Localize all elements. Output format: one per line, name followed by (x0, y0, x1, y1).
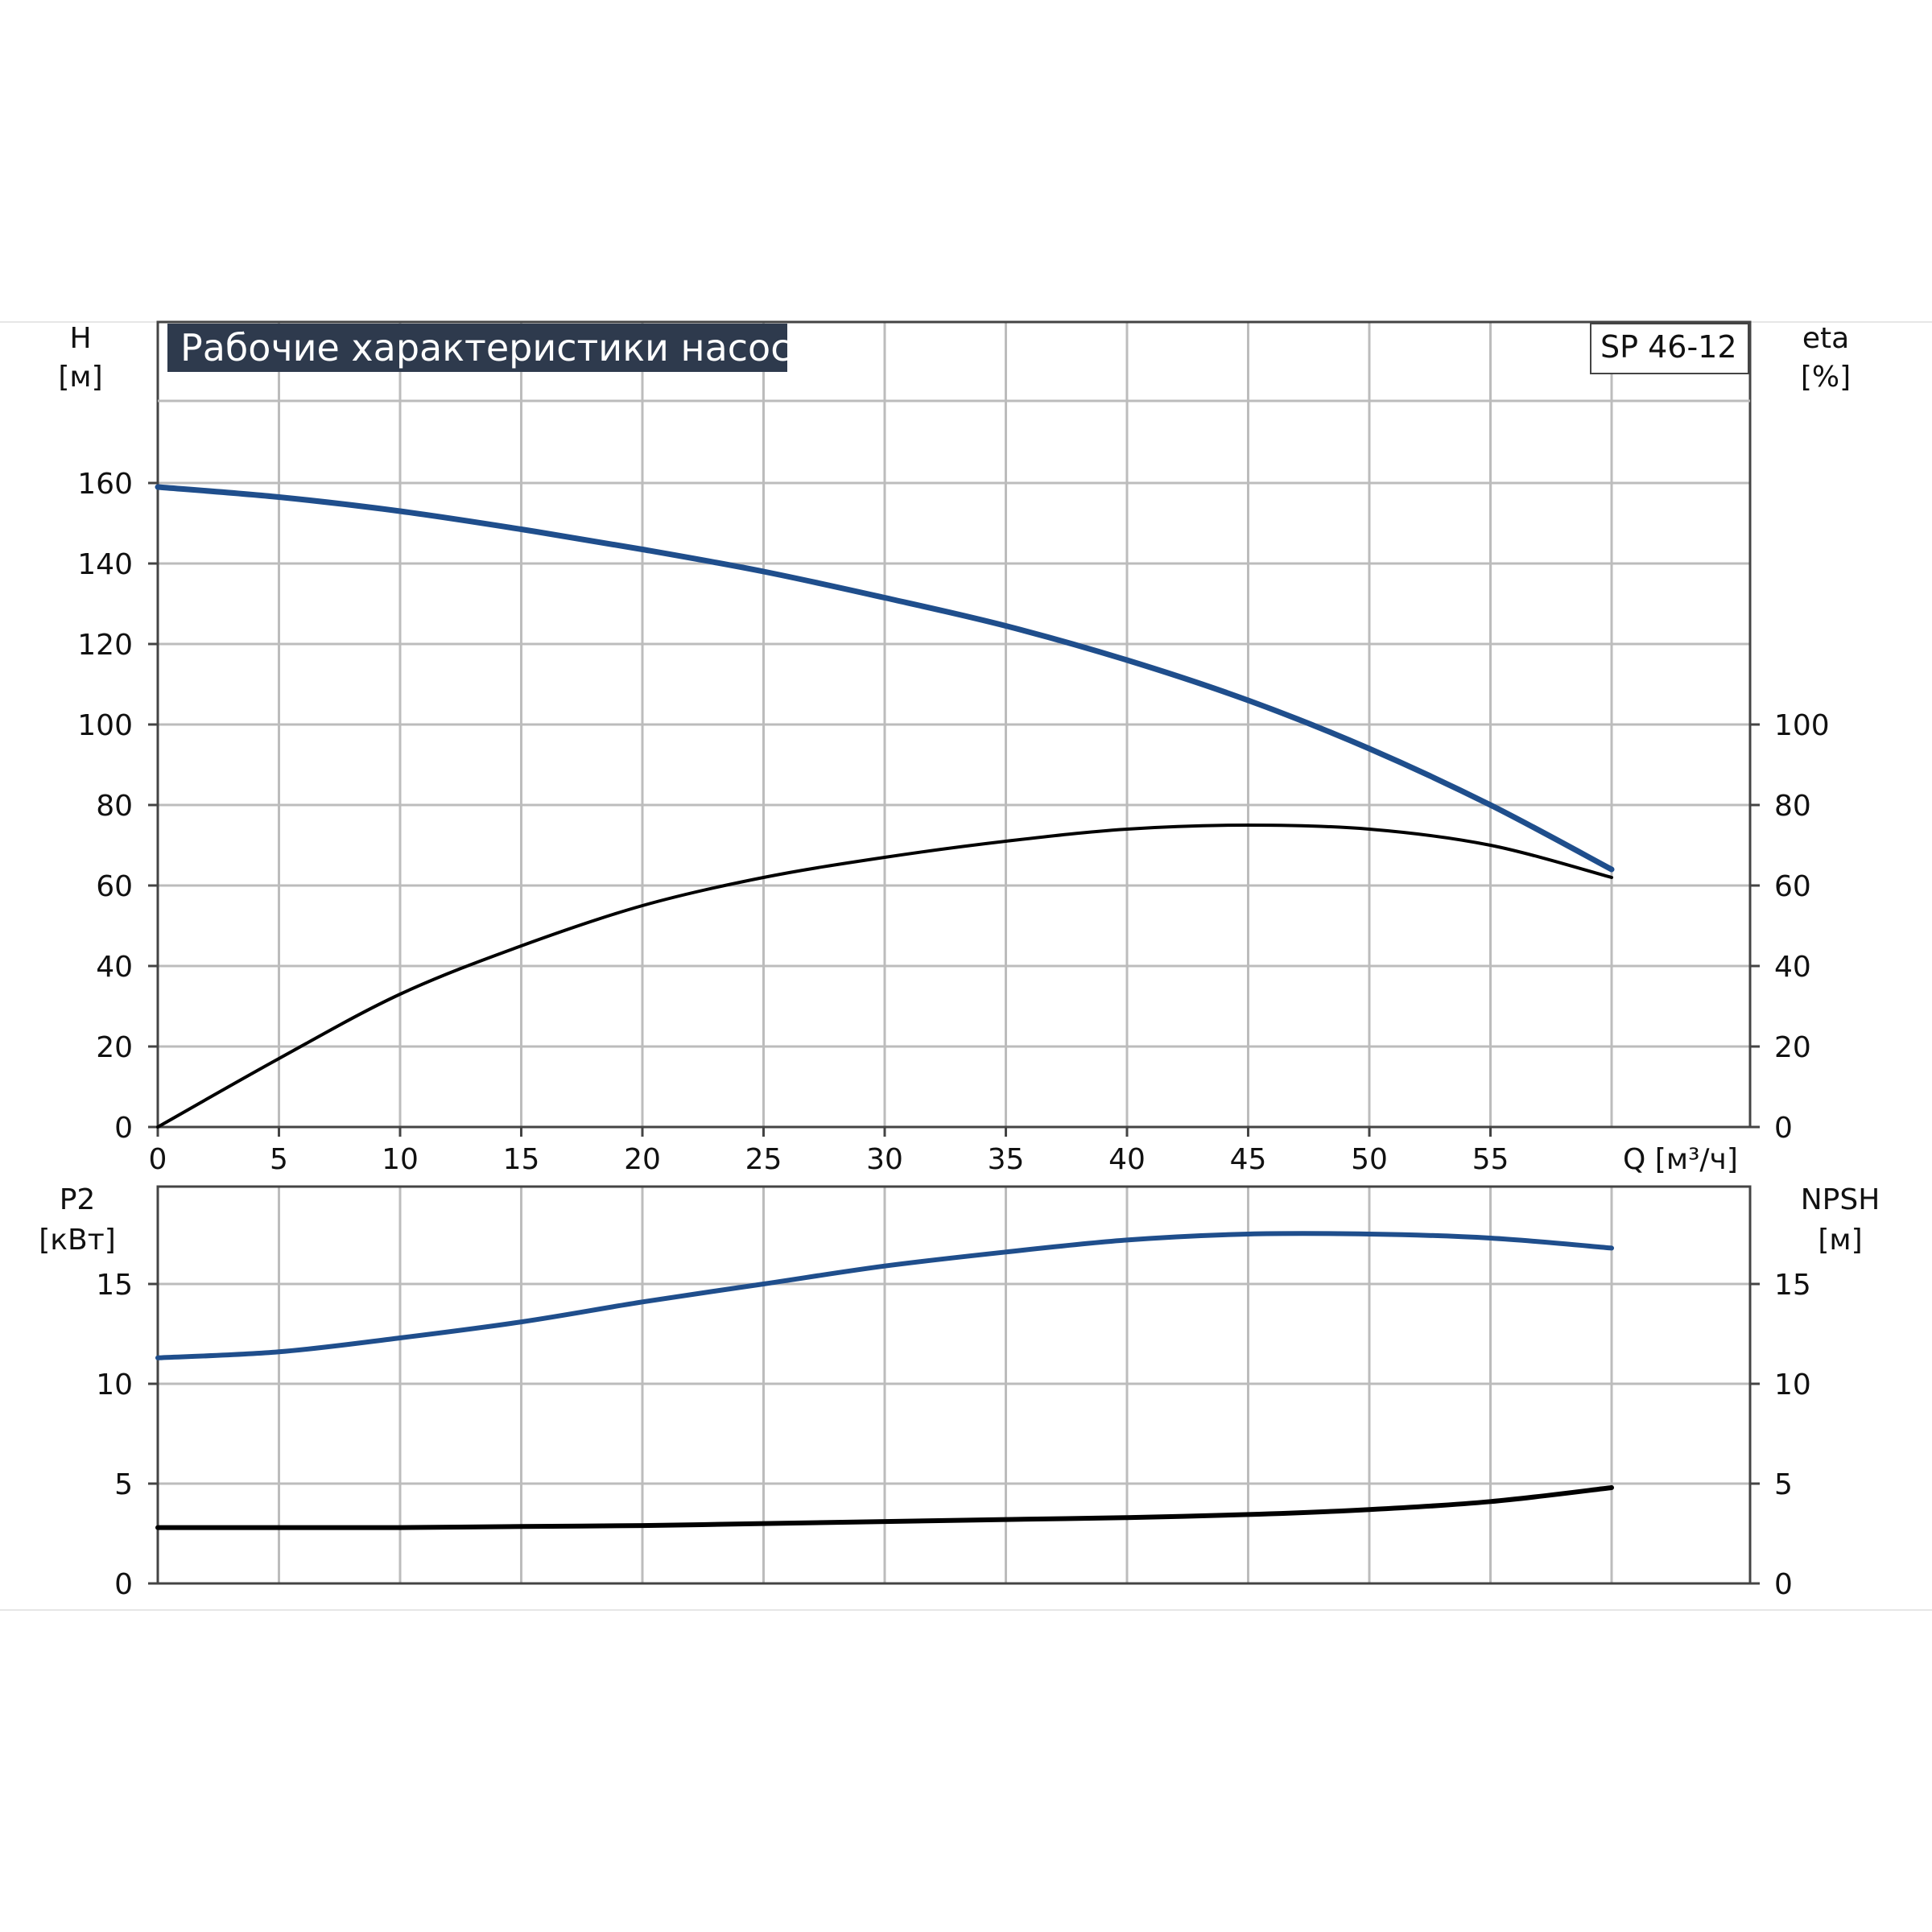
x-axis-tick-label: 20 (624, 1143, 661, 1176)
model-label: SP 46-12 (1600, 329, 1737, 365)
left-axis-tick-label: 5 (114, 1468, 133, 1501)
right-axis-tick-label: 0 (1774, 1112, 1793, 1145)
left-axis-tick-label: 10 (96, 1368, 133, 1402)
x-axis-tick-label: 0 (149, 1143, 167, 1176)
right-axis-tick-label: 15 (1774, 1269, 1811, 1302)
left-axis-tick-label: 160 (77, 468, 133, 501)
x-axis-tick-label: 5 (270, 1143, 288, 1176)
right-axis-tick-label: 40 (1774, 951, 1811, 984)
left-axis-tick-label: 60 (96, 870, 133, 903)
left-axis-tick-label: 15 (96, 1269, 133, 1302)
x-axis-tick-label: 45 (1230, 1143, 1267, 1176)
left-axis-tick-label: 80 (96, 790, 133, 823)
flow-axis-label: Q [м³/ч] (1623, 1143, 1738, 1176)
x-axis-tick-label: 50 (1351, 1143, 1388, 1176)
head-axis-unit: [м] (58, 361, 102, 394)
x-axis-tick-label: 15 (503, 1143, 540, 1176)
npsh-curve (155, 1485, 1614, 1530)
power-axis-unit: [кВт] (39, 1224, 116, 1257)
x-axis-tick-label: 30 (866, 1143, 903, 1176)
chart-title-box (167, 324, 787, 372)
right-axis-tick-label: 5 (1774, 1468, 1793, 1501)
efficiency-axis-unit: [%] (1801, 361, 1851, 394)
left-axis-tick-label: 20 (96, 1031, 133, 1064)
x-axis-tick-label: 10 (382, 1143, 419, 1176)
power-axis-name: P2 (60, 1183, 96, 1216)
model-label-box (1590, 323, 1749, 374)
left-axis-tick-label: 100 (77, 709, 133, 742)
right-axis-tick-label: 80 (1774, 790, 1811, 823)
right-axis-tick-label: 20 (1774, 1031, 1811, 1064)
efficiency-curve (156, 824, 1613, 1129)
left-axis-tick-label: 0 (114, 1112, 133, 1145)
right-axis-tick-label: 0 (1774, 1568, 1793, 1601)
power-curve (155, 1231, 1614, 1360)
chart-title: Рабочие характеристики насоса (180, 326, 814, 369)
head-curve (155, 484, 1615, 873)
right-axis-tick-label: 10 (1774, 1368, 1811, 1402)
right-axis-tick-label: 60 (1774, 870, 1811, 903)
curves (155, 484, 1615, 1530)
right-axis-tick-label: 100 (1774, 709, 1830, 742)
npsh-axis-unit: [м] (1818, 1224, 1862, 1257)
left-axis-tick-label: 40 (96, 951, 133, 984)
top-panel-grid (158, 322, 1750, 1127)
left-axis-tick-label: 0 (114, 1568, 133, 1601)
x-axis-tick-label: 40 (1108, 1143, 1146, 1176)
head-axis-name: H (69, 322, 91, 355)
x-axis-tick-label: 55 (1472, 1143, 1509, 1176)
x-axis-tick-label: 35 (988, 1143, 1025, 1176)
npsh-axis-name: NPSH (1801, 1183, 1880, 1216)
left-axis-tick-label: 120 (77, 629, 133, 662)
x-axis-tick-label: 25 (745, 1143, 782, 1176)
bottom-panel-grid (158, 1187, 1750, 1583)
left-axis-tick-label: 140 (77, 548, 133, 581)
efficiency-axis-name: eta (1802, 322, 1849, 355)
